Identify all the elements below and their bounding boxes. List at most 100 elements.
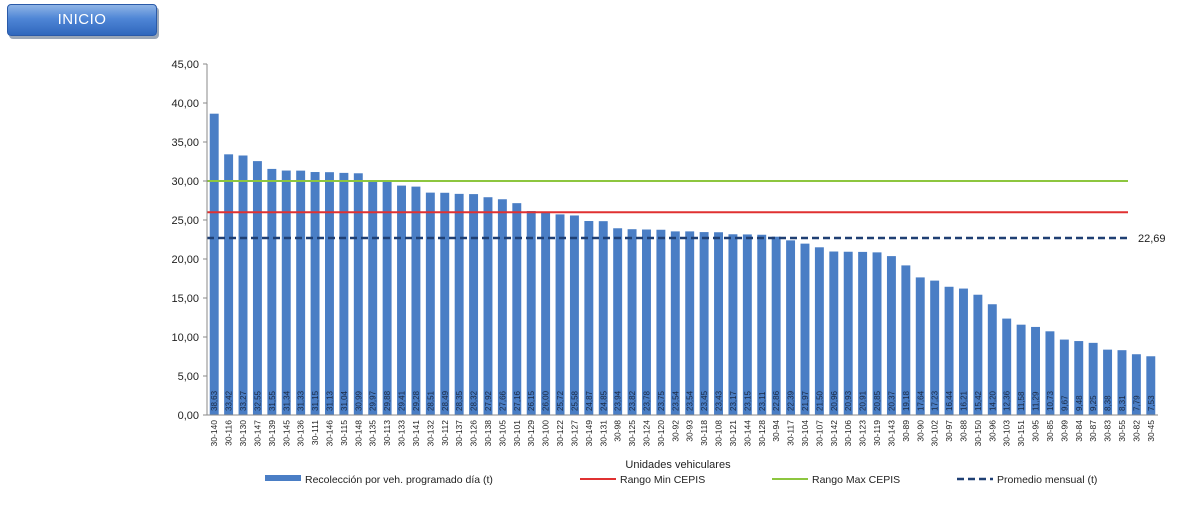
x-tick-label: 30-141 — [411, 420, 421, 447]
x-tick-label: 30-100 — [541, 420, 551, 447]
data-label: 23,17 — [729, 390, 738, 411]
bar — [930, 280, 940, 415]
bar — [382, 181, 392, 415]
x-tick-label: 30-93 — [685, 420, 695, 442]
data-label: 25,72 — [556, 390, 565, 411]
y-tick-label: 45,00 — [171, 59, 199, 71]
data-label: 23,82 — [628, 390, 637, 411]
x-tick-label: 30-102 — [930, 420, 940, 447]
bar — [267, 168, 277, 415]
data-label: 16,21 — [959, 390, 968, 411]
bar — [526, 211, 536, 415]
data-label: 10,73 — [1046, 390, 1055, 411]
data-label: 38,63 — [210, 390, 219, 411]
data-label: 30,99 — [354, 390, 363, 411]
x-tick-label: 30-129 — [526, 420, 536, 447]
data-label: 27,92 — [484, 390, 493, 411]
bar — [670, 231, 680, 415]
data-label: 23,94 — [614, 390, 623, 411]
bar — [1045, 331, 1055, 415]
bar — [685, 231, 695, 415]
bar-group — [209, 113, 1156, 415]
data-label: 29,41 — [398, 390, 407, 411]
bar — [786, 240, 796, 415]
data-label: 24,87 — [585, 390, 594, 411]
data-label: 29,97 — [369, 390, 378, 411]
x-tick-label: 30-84 — [1074, 420, 1084, 442]
x-tick-label: 30-137 — [454, 420, 464, 447]
x-axis-title: Unidades vehiculares — [625, 459, 731, 471]
data-label: 31,55 — [268, 390, 277, 411]
data-label: 15,42 — [974, 390, 983, 411]
data-label: 22,86 — [772, 390, 781, 411]
y-tick-label: 40,00 — [171, 98, 199, 110]
bar — [454, 193, 464, 415]
bar — [843, 251, 853, 415]
x-tick-label: 30-101 — [512, 420, 522, 447]
data-label: 23,78 — [642, 390, 651, 411]
data-label: 25,58 — [570, 390, 579, 411]
data-label: 23,45 — [700, 390, 709, 411]
x-tick-label: 30-139 — [267, 420, 277, 447]
legend-swatch — [265, 475, 301, 481]
x-tick-label: 30-148 — [353, 420, 363, 447]
data-label: 21,50 — [815, 390, 824, 411]
x-tick-label: 30-119 — [872, 420, 882, 446]
legend-label: Recolección por veh. programado día (t) — [305, 474, 493, 486]
data-label: 20,96 — [830, 390, 839, 411]
bar — [598, 221, 608, 415]
data-label-group: 38,63 33,42 33,27 32,55 31,55 31,34 31,33 31,15… — [210, 390, 1156, 411]
inicio-button[interactable]: INICIO — [7, 4, 157, 36]
bar — [987, 304, 997, 415]
data-label: 31,15 — [311, 390, 320, 411]
data-label: 31,04 — [340, 390, 349, 411]
x-tick-label: 30-105 — [497, 420, 507, 447]
bar — [627, 229, 637, 415]
x-tick-label: 30-136 — [296, 420, 306, 447]
bar — [325, 172, 334, 415]
x-tick-label: 30-117 — [786, 420, 796, 446]
bar — [209, 113, 219, 415]
x-tick-label: 30-122 — [555, 420, 565, 447]
x-tick-label: 30-146 — [324, 420, 334, 447]
bar — [368, 181, 378, 415]
data-label: 23,75 — [657, 390, 666, 411]
bar — [353, 173, 363, 415]
data-label: 27,16 — [513, 390, 522, 411]
data-label: 23,15 — [743, 390, 752, 411]
x-tick-label: 30-138 — [483, 420, 493, 447]
data-label: 33,42 — [225, 390, 234, 411]
x-tick-label: 30-143 — [886, 420, 896, 447]
x-tick-label: 30-135 — [368, 420, 378, 447]
data-label: 21,97 — [801, 390, 810, 411]
data-label: 29,88 — [383, 390, 392, 411]
data-label: 33,27 — [239, 390, 248, 411]
bar — [1088, 342, 1098, 415]
bar — [1103, 349, 1113, 415]
bar — [541, 212, 551, 415]
bar — [944, 286, 954, 415]
bar — [238, 155, 248, 415]
x-tick-label: 30-87 — [1088, 420, 1098, 442]
bar — [656, 229, 666, 415]
bar — [714, 232, 723, 415]
x-tick-label: 30-88 — [958, 420, 968, 442]
x-tick-label: 30-97 — [944, 420, 954, 442]
data-label: 20,37 — [887, 390, 896, 411]
x-tick-label: 30-116 — [224, 420, 234, 446]
x-tick-label: 30-92 — [670, 420, 680, 442]
data-label: 23,54 — [686, 390, 695, 411]
bar — [1016, 324, 1026, 415]
legend-label: Rango Max CEPIS — [812, 474, 900, 486]
y-tick-label: 15,00 — [171, 293, 199, 305]
x-tick-label: 30-147 — [252, 420, 262, 447]
x-tick-label: 30-140 — [209, 420, 219, 447]
y-axis: 0,00 5,00 10,00 15,00 20,00 25,00 30,00 35,00 40… — [171, 59, 208, 422]
data-label: 31,33 — [297, 390, 306, 411]
data-label: 23,43 — [715, 390, 724, 411]
data-label: 7,53 — [1147, 395, 1156, 411]
data-label: 9,25 — [1089, 395, 1098, 411]
data-label: 19,18 — [902, 390, 911, 411]
data-label: 28,32 — [470, 390, 479, 411]
